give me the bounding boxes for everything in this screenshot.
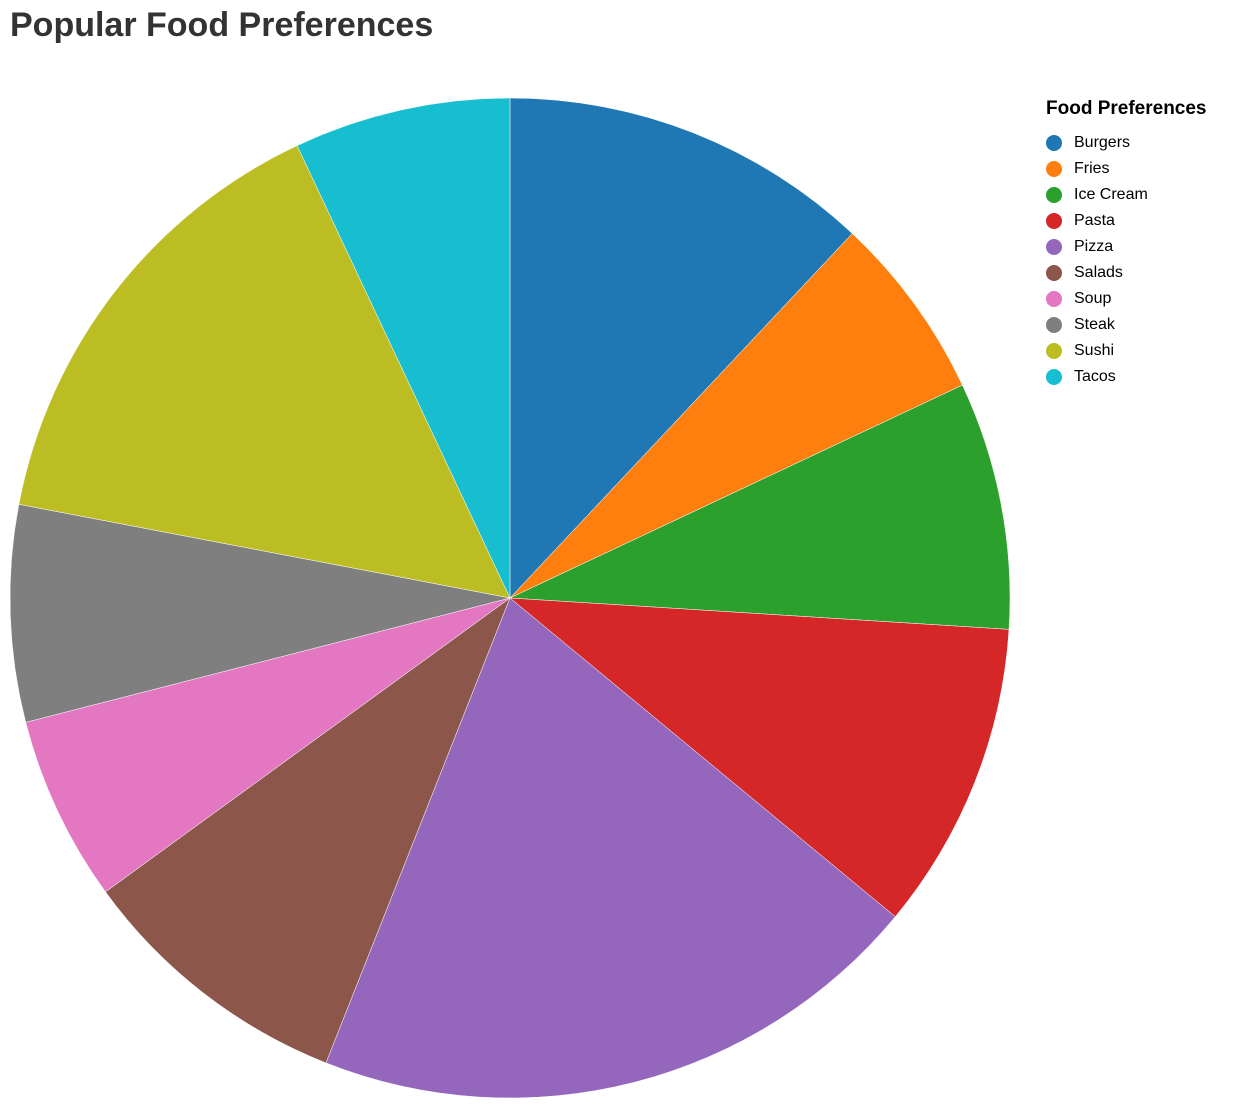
legend-label: Pizza (1074, 238, 1114, 255)
pie-slice-sushi (18, 145, 511, 599)
legend-swatch (1046, 239, 1062, 255)
pie-slice-soup (25, 597, 511, 893)
pie-slice-salads (105, 597, 511, 1064)
legend-label: Salads (1074, 264, 1123, 281)
legend-item-ice-cream: Ice Cream (1046, 182, 1236, 208)
legend-swatch (1046, 369, 1062, 385)
pie-slice-pizza (325, 597, 896, 1099)
legend-swatch (1046, 187, 1062, 203)
legend-item-pizza: Pizza (1046, 234, 1236, 260)
chart-title: Popular Food Preferences (10, 6, 434, 44)
legend-swatch (1046, 343, 1062, 359)
legend-title: Food Preferences (1046, 98, 1207, 119)
pie-slices (9, 97, 1011, 1099)
legend-label: Pasta (1074, 212, 1115, 229)
legend: Food Preferences Burgers Fries Ice Cream Pa… (1046, 98, 1236, 390)
legend-item-fries: Fries (1046, 156, 1236, 182)
pie-slice-ice-cream (509, 384, 1011, 630)
legend-label: Soup (1074, 290, 1112, 307)
legend-label: Ice Cream (1074, 186, 1148, 203)
legend-label: Burgers (1074, 134, 1131, 151)
legend-swatch (1046, 317, 1062, 333)
pie-slice-pasta (509, 597, 1010, 918)
legend-item-sushi: Sushi (1046, 338, 1236, 364)
pie-slice-tacos (296, 97, 511, 599)
legend-swatch (1046, 265, 1062, 281)
pie-slice-burgers (509, 97, 853, 599)
pie-slice-steak (9, 504, 511, 723)
legend-swatch (1046, 213, 1062, 229)
legend-swatch (1046, 161, 1062, 177)
legend-item-steak: Steak (1046, 312, 1236, 338)
legend-item-tacos: Tacos (1046, 364, 1236, 390)
pie-slice-fries (509, 233, 963, 599)
legend-item-burgers: Burgers (1046, 130, 1236, 156)
legend-items: Burgers Fries Ice Cream Pasta Pizza Salads Sou… (1046, 130, 1236, 390)
legend-label: Tacos (1074, 368, 1116, 385)
legend-swatch (1046, 291, 1062, 307)
legend-item-soup: Soup (1046, 286, 1236, 312)
legend-item-pasta: Pasta (1046, 208, 1236, 234)
legend-item-salads: Salads (1046, 260, 1236, 286)
legend-swatch (1046, 135, 1062, 151)
legend-label: Fries (1074, 160, 1110, 177)
legend-label: Sushi (1074, 342, 1115, 359)
legend-label: Steak (1074, 316, 1115, 333)
